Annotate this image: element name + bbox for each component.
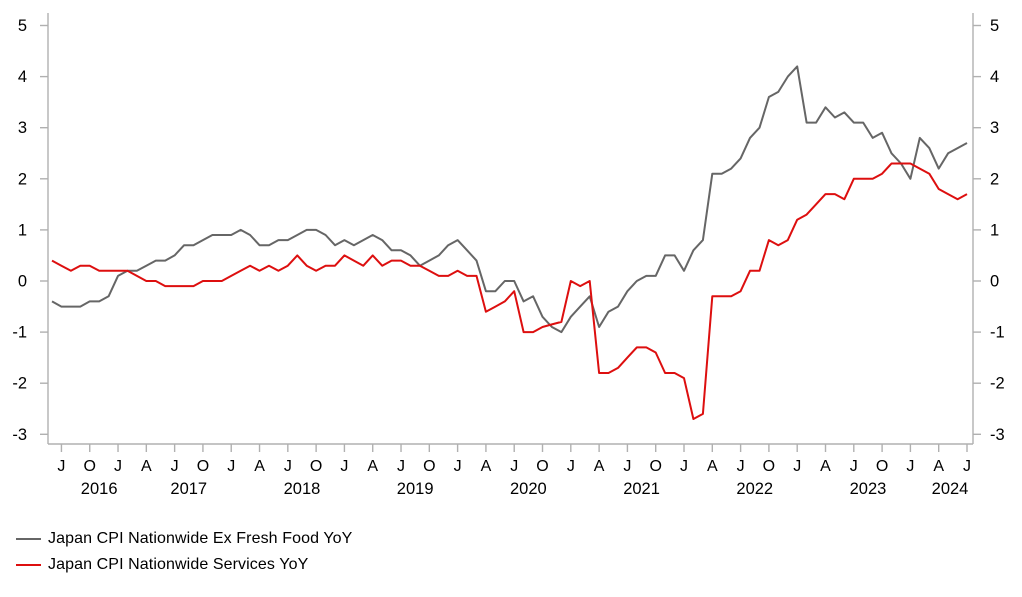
x-tick-label: O <box>536 458 548 475</box>
year-label: 2021 <box>623 480 660 498</box>
x-tick-label: O <box>423 458 435 475</box>
y-tick-label-right: 0 <box>990 273 999 291</box>
x-tick-label: J <box>567 458 575 475</box>
y-tick-label-left: -2 <box>12 375 27 393</box>
legend-item-services: Japan CPI Nationwide Services YoY <box>16 552 352 578</box>
x-tick-label: J <box>510 458 518 475</box>
x-tick-label: A <box>481 458 492 475</box>
year-label: 2018 <box>284 480 321 498</box>
series-line-services <box>51 162 968 420</box>
y-tick-label-left: 1 <box>18 221 27 239</box>
x-tick-label: A <box>707 458 718 475</box>
x-tick-label: J <box>227 458 235 475</box>
y-tick-label-right: 3 <box>990 119 999 137</box>
x-tick-label: A <box>594 458 605 475</box>
x-tick-label: J <box>793 458 801 475</box>
year-label: 2020 <box>510 480 547 498</box>
x-tick-label: O <box>649 458 661 475</box>
year-label: 2016 <box>81 480 118 498</box>
legend-label-ex-fresh-food: Japan CPI Nationwide Ex Fresh Food YoY <box>48 530 353 547</box>
y-tick-label-left: -1 <box>12 324 27 342</box>
x-tick-label: O <box>84 458 96 475</box>
x-tick-label: A <box>367 458 378 475</box>
year-label: 2024 <box>932 480 969 498</box>
legend-line-swatch-gray <box>16 538 41 540</box>
y-tick-label-right: 2 <box>990 170 999 188</box>
cpi-chart: 5 5 4 4 3 3 2 2 1 1 0 0 -1 -1 -2 -2 -3 -3 J O J A J O J A J O J A J O J A… <box>12 13 1005 498</box>
year-label: 2022 <box>736 480 773 498</box>
series-line-ex-fresh-food <box>51 65 968 334</box>
x-tick-label: J <box>680 458 688 475</box>
y-tick-label-left: 5 <box>18 17 27 35</box>
year-label: 2023 <box>850 480 887 498</box>
x-tick-label: J <box>114 458 122 475</box>
x-tick-label: J <box>397 458 405 475</box>
y-tick-label-left: -3 <box>12 426 27 444</box>
y-tick-label-right: 5 <box>990 17 999 35</box>
x-tick-label: J <box>454 458 462 475</box>
y-tick-label-right: -3 <box>990 426 1005 444</box>
year-label: 2017 <box>170 480 207 498</box>
y-tick-label-left: 0 <box>18 273 27 291</box>
x-tick-label: J <box>850 458 858 475</box>
x-tick-label: A <box>141 458 152 475</box>
y-tick-label-left: 4 <box>18 68 27 86</box>
x-tick-label: J <box>57 458 65 475</box>
y-tick-label-right: -2 <box>990 375 1005 393</box>
year-label: 2019 <box>397 480 434 498</box>
x-tick-label: A <box>933 458 944 475</box>
y-tick-label-left: 3 <box>18 119 27 137</box>
x-tick-label: J <box>171 458 179 475</box>
x-tick-label: J <box>284 458 292 475</box>
chart-legend: Japan CPI Nationwide Ex Fresh Food YoY J… <box>16 526 352 578</box>
x-tick-label: A <box>254 458 265 475</box>
y-tick-label-left: 2 <box>18 170 27 188</box>
x-tick-label: J <box>623 458 631 475</box>
y-tick-label-right: 4 <box>990 68 999 86</box>
x-tick-label: O <box>310 458 322 475</box>
legend-item-ex-fresh-food: Japan CPI Nationwide Ex Fresh Food YoY <box>16 526 352 552</box>
x-tick-label: A <box>820 458 831 475</box>
x-tick-label: J <box>906 458 914 475</box>
x-tick-label: O <box>197 458 209 475</box>
legend-line-swatch-red <box>16 564 41 566</box>
x-tick-label: J <box>340 458 348 475</box>
y-tick-label-right: 1 <box>990 221 999 239</box>
y-tick-label-right: -1 <box>990 324 1005 342</box>
x-tick-label: O <box>876 458 888 475</box>
x-tick-label: J <box>737 458 745 475</box>
x-tick-label: O <box>763 458 775 475</box>
legend-label-services: Japan CPI Nationwide Services YoY <box>48 556 309 573</box>
x-tick-label: J <box>963 458 971 475</box>
